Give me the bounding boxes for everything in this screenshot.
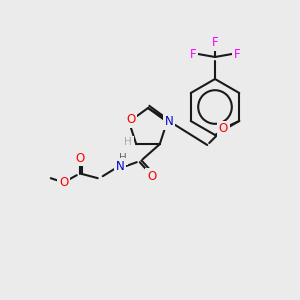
Text: O: O [147,170,156,183]
Text: N: N [116,160,124,173]
Text: N: N [165,115,173,128]
Text: F: F [212,37,218,50]
Text: F: F [190,47,196,61]
Text: O: O [219,122,228,136]
Text: F: F [234,47,240,61]
Text: O: O [126,113,136,126]
Text: H: H [119,153,127,163]
Text: H: H [124,137,132,147]
Text: O: O [75,152,84,165]
Text: O: O [59,176,68,189]
